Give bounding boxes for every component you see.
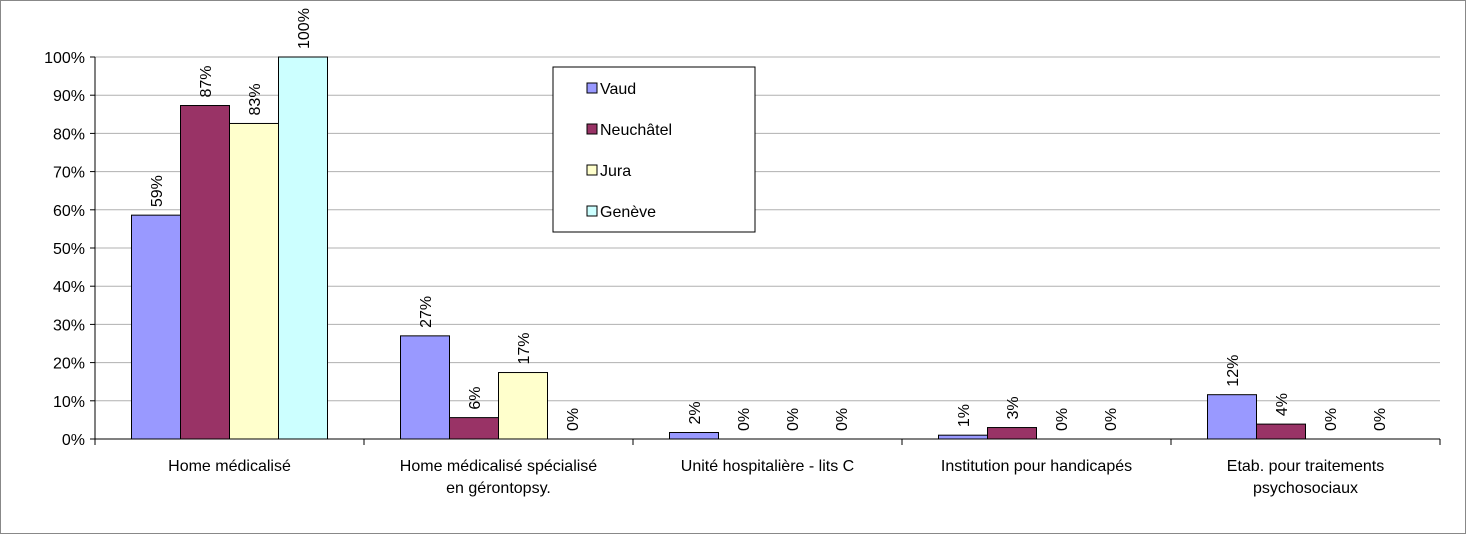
data-label: 87% (198, 65, 215, 97)
x-tick-label-line: Home médicalisé spécialisé (400, 458, 598, 475)
x-tick-label-line: en gérontopsy. (446, 480, 551, 497)
data-label: 100% (296, 8, 313, 49)
y-tick-label: 0% (62, 432, 85, 449)
bar (229, 122, 279, 440)
legend-swatch (586, 123, 598, 135)
data-label: 27% (418, 296, 435, 328)
bar (278, 56, 328, 440)
legend-box (552, 66, 756, 233)
data-label: 0% (565, 408, 582, 431)
data-label: 6% (467, 386, 484, 409)
x-tick-label: Home médicalisé (168, 458, 291, 475)
legend-swatch (586, 205, 598, 217)
bar (400, 335, 450, 440)
y-tick-label: 100% (44, 50, 85, 67)
bar (669, 432, 719, 440)
x-tick-label: Home médicalisé spécialisé en gérontopsy. (400, 458, 598, 497)
legend-swatch (586, 82, 598, 94)
x-tick-label: Unité hospitalière - lits C (681, 458, 854, 475)
x-tick-label-line: Institution pour handicapés (941, 458, 1132, 475)
legend-label: Jura (600, 163, 631, 180)
data-label: 2% (687, 401, 704, 424)
x-tick-label-line: Unité hospitalière - lits C (681, 458, 854, 475)
data-label: 3% (1005, 396, 1022, 419)
x-tick-label-line: Etab. pour traitements (1227, 458, 1384, 475)
bar (1256, 423, 1306, 440)
x-tick-label: Institution pour handicapés (941, 458, 1132, 475)
data-label: 0% (1103, 408, 1120, 431)
x-tick-label-line: Home médicalisé (168, 458, 291, 475)
x-tick-label-line: psychosociaux (1253, 480, 1358, 497)
y-tick-label: 30% (53, 317, 85, 334)
y-tick-label: 10% (53, 394, 85, 411)
data-label: 59% (149, 175, 166, 207)
bar (938, 434, 988, 440)
y-tick-label: 80% (53, 126, 85, 143)
data-label: 0% (785, 408, 802, 431)
bar (1207, 394, 1257, 440)
data-label: 0% (1372, 408, 1389, 431)
data-label: 0% (834, 408, 851, 431)
y-tick-label: 60% (53, 203, 85, 220)
bar (498, 372, 548, 440)
data-label: 4% (1274, 393, 1291, 416)
y-tick-label: 40% (53, 279, 85, 296)
bar (131, 214, 181, 440)
bar (180, 105, 230, 440)
y-tick-label: 20% (53, 356, 85, 373)
data-label: 17% (516, 333, 533, 365)
bar (987, 427, 1037, 440)
x-tick-label: Etab. pour traitements psychosociaux (1227, 458, 1384, 497)
data-label: 0% (1054, 408, 1071, 431)
y-tick-label: 50% (53, 241, 85, 258)
legend-swatch (586, 164, 598, 176)
legend-label: Neuchâtel (600, 122, 672, 139)
y-tick-label: 70% (53, 165, 85, 182)
data-label: 12% (1225, 355, 1242, 387)
legend-label: Genève (600, 204, 656, 221)
legend-label: Vaud (600, 81, 636, 98)
data-label: 1% (956, 404, 973, 427)
bar (449, 417, 499, 440)
data-label: 83% (247, 83, 264, 115)
data-label: 0% (736, 408, 753, 431)
y-tick-label: 90% (53, 88, 85, 105)
data-label: 0% (1323, 408, 1340, 431)
